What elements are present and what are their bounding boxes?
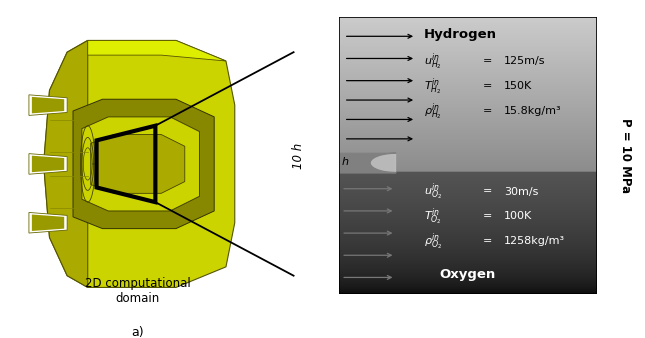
Text: =: = [483, 187, 493, 196]
Polygon shape [82, 117, 199, 211]
Text: Oxygen: Oxygen [439, 268, 496, 281]
Text: a): a) [132, 326, 144, 338]
Text: h: h [341, 158, 348, 167]
Text: Hydrogen: Hydrogen [424, 28, 497, 41]
Polygon shape [44, 41, 235, 287]
Text: 10 h: 10 h [292, 142, 305, 169]
Text: $u_{H_2}^{in}$: $u_{H_2}^{in}$ [424, 51, 442, 72]
Text: 30m/s: 30m/s [504, 187, 538, 196]
Text: =: = [483, 81, 493, 91]
Polygon shape [29, 213, 67, 233]
Text: $\rho_{O_2}^{in}$: $\rho_{O_2}^{in}$ [424, 231, 442, 252]
Polygon shape [44, 41, 88, 287]
Text: $T_{H_2}^{in}$: $T_{H_2}^{in}$ [424, 76, 441, 97]
Text: =: = [483, 236, 493, 246]
Text: $\rho_{H_2}^{in}$: $\rho_{H_2}^{in}$ [424, 101, 442, 122]
Polygon shape [91, 135, 184, 193]
Text: $u_{O_2}^{in}$: $u_{O_2}^{in}$ [424, 181, 442, 202]
Text: =: = [483, 56, 493, 66]
Text: 1258kg/m³: 1258kg/m³ [504, 236, 565, 246]
Polygon shape [32, 215, 64, 231]
Text: =: = [483, 106, 493, 116]
Polygon shape [29, 154, 67, 174]
Text: P = 10 MPa: P = 10 MPa [619, 118, 631, 193]
Polygon shape [32, 97, 64, 113]
Polygon shape [32, 156, 64, 172]
Text: 2D computational
domain: 2D computational domain [85, 277, 191, 305]
Polygon shape [88, 41, 226, 61]
Text: =: = [483, 212, 493, 221]
Text: 125m/s: 125m/s [504, 56, 545, 66]
Text: 15.8kg/m³: 15.8kg/m³ [504, 106, 561, 116]
Text: 150K: 150K [504, 81, 532, 91]
Polygon shape [73, 99, 214, 228]
Text: 100K: 100K [504, 212, 532, 221]
Text: $T_{O_2}^{in}$: $T_{O_2}^{in}$ [424, 206, 442, 227]
Polygon shape [29, 95, 67, 115]
